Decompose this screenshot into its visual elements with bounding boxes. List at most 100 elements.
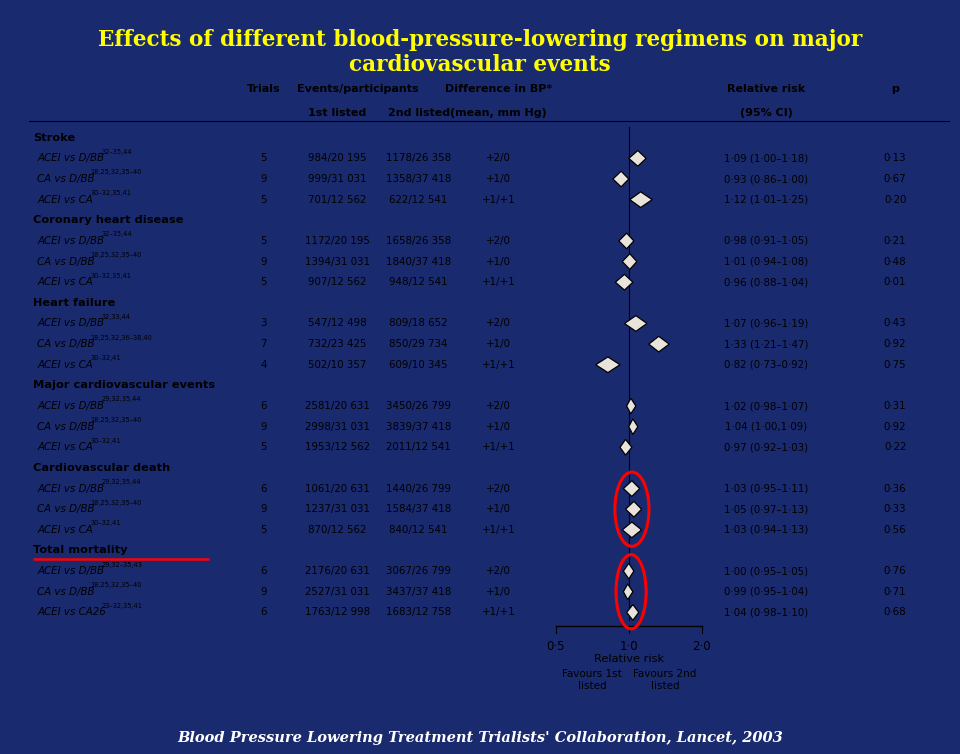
Text: 1·04 (1·00,1·09): 1·04 (1·00,1·09) (725, 421, 807, 431)
Polygon shape (630, 192, 652, 207)
Text: 1·02 (0·98–1·07): 1·02 (0·98–1·07) (724, 401, 808, 411)
Text: 9: 9 (260, 174, 267, 184)
Text: 1·0: 1·0 (619, 640, 638, 653)
Text: ACEI vs CA: ACEI vs CA (37, 443, 93, 452)
Text: (mean, mm Hg): (mean, mm Hg) (450, 109, 547, 118)
Text: 1394/31 031: 1394/31 031 (305, 256, 371, 267)
Text: CA vs D/BB: CA vs D/BB (37, 587, 95, 596)
Text: 999/31 031: 999/31 031 (308, 174, 367, 184)
Text: ACEI vs D/BB: ACEI vs D/BB (37, 401, 104, 411)
Text: 3437/37 418: 3437/37 418 (386, 587, 451, 596)
Text: 0·22: 0·22 (884, 443, 906, 452)
Text: 29,32,35,44: 29,32,35,44 (101, 397, 141, 403)
Text: 6: 6 (260, 483, 267, 494)
Text: Blood Pressure Lowering Treatment Trialists' Collaboration, Lancet, 2003: Blood Pressure Lowering Treatment Triali… (178, 731, 782, 745)
Text: 0·96 (0·88–1·04): 0·96 (0·88–1·04) (724, 277, 808, 287)
Text: 1763/12 998: 1763/12 998 (305, 608, 371, 618)
Text: Relative risk: Relative risk (593, 654, 663, 664)
Text: 6: 6 (260, 608, 267, 618)
Text: 3067/26 799: 3067/26 799 (386, 566, 451, 576)
Text: 0·33: 0·33 (884, 504, 906, 514)
Text: +1/0: +1/0 (487, 504, 512, 514)
Text: +1/0: +1/0 (487, 421, 512, 431)
Text: 1358/37 418: 1358/37 418 (386, 174, 451, 184)
Polygon shape (612, 171, 629, 187)
Text: 2176/20 631: 2176/20 631 (305, 566, 370, 576)
Text: 29,32–35,43: 29,32–35,43 (101, 562, 142, 568)
Text: 5: 5 (260, 195, 267, 204)
Text: 1683/12 758: 1683/12 758 (386, 608, 451, 618)
Text: 1658/26 358: 1658/26 358 (386, 236, 451, 246)
Text: 3839/37 418: 3839/37 418 (386, 421, 451, 431)
Polygon shape (626, 501, 641, 517)
Text: +2/0: +2/0 (487, 401, 512, 411)
Text: Stroke: Stroke (34, 133, 76, 143)
Text: 2011/12 541: 2011/12 541 (386, 443, 451, 452)
Text: 5: 5 (260, 236, 267, 246)
Polygon shape (623, 563, 634, 579)
Text: Difference in BP*: Difference in BP* (445, 84, 552, 94)
Text: ACEI vs D/BB: ACEI vs D/BB (37, 483, 104, 494)
Text: 948/12 541: 948/12 541 (390, 277, 448, 287)
Text: 30–32,41: 30–32,41 (90, 437, 121, 443)
Text: 5: 5 (260, 153, 267, 164)
Text: 18,25,32,36–38,40: 18,25,32,36–38,40 (90, 335, 153, 341)
Text: 18,25,32,35–40: 18,25,32,35–40 (90, 170, 142, 176)
Text: ACEI vs CA: ACEI vs CA (37, 277, 93, 287)
Text: 0·99 (0·95–1·04): 0·99 (0·95–1·04) (724, 587, 808, 596)
Text: 30–32,35,41: 30–32,35,41 (90, 273, 132, 278)
Text: 870/12 562: 870/12 562 (308, 525, 367, 535)
Text: +2/0: +2/0 (487, 566, 512, 576)
Text: p: p (891, 84, 900, 94)
Text: 840/12 541: 840/12 541 (390, 525, 448, 535)
Polygon shape (620, 440, 632, 455)
Text: 0·67: 0·67 (884, 174, 906, 184)
Text: ACEI vs CA: ACEI vs CA (37, 525, 93, 535)
Text: 18,25,32,35–40: 18,25,32,35–40 (90, 252, 142, 258)
Text: 0·43: 0·43 (884, 318, 906, 329)
Text: Trials: Trials (247, 84, 280, 94)
Text: 18,25,32,35–40: 18,25,32,35–40 (90, 582, 142, 588)
Text: ACEI vs D/BB: ACEI vs D/BB (37, 236, 104, 246)
Polygon shape (623, 481, 639, 496)
Text: +2/0: +2/0 (487, 236, 512, 246)
Text: 0·92: 0·92 (884, 339, 906, 349)
Polygon shape (627, 398, 636, 414)
Text: 3450/26 799: 3450/26 799 (386, 401, 451, 411)
Text: Heart failure: Heart failure (34, 298, 116, 308)
Text: 1·33 (1·21–1·47): 1·33 (1·21–1·47) (724, 339, 808, 349)
Text: 32–35,44: 32–35,44 (101, 149, 132, 155)
Text: 1st listed: 1st listed (308, 109, 367, 118)
Text: 23–32,35,41: 23–32,35,41 (101, 602, 142, 608)
Text: 1·04 (0·98–1·10): 1·04 (0·98–1·10) (724, 608, 808, 618)
Text: 0·92: 0·92 (884, 421, 906, 431)
Polygon shape (619, 233, 634, 249)
Text: +1/+1: +1/+1 (482, 277, 516, 287)
Text: CA vs D/BB: CA vs D/BB (37, 504, 95, 514)
Text: 32,33,44: 32,33,44 (101, 314, 131, 320)
Text: 1061/20 631: 1061/20 631 (305, 483, 370, 494)
Text: 1·00 (0·95–1·05): 1·00 (0·95–1·05) (724, 566, 808, 576)
Text: 4: 4 (260, 360, 267, 369)
Text: +2/0: +2/0 (487, 483, 512, 494)
Polygon shape (629, 418, 637, 434)
Text: 701/12 562: 701/12 562 (308, 195, 367, 204)
Text: +1/0: +1/0 (487, 587, 512, 596)
Text: 0·01: 0·01 (884, 277, 906, 287)
Text: +1/+1: +1/+1 (482, 608, 516, 618)
Text: 5: 5 (260, 525, 267, 535)
Text: 9: 9 (260, 256, 267, 267)
Text: +1/+1: +1/+1 (482, 443, 516, 452)
Text: 0·75: 0·75 (884, 360, 906, 369)
Text: 7: 7 (260, 339, 267, 349)
Text: Total mortality: Total mortality (34, 545, 128, 556)
Text: (95% CI): (95% CI) (739, 109, 793, 118)
Text: 0·21: 0·21 (884, 236, 906, 246)
Text: 547/12 498: 547/12 498 (308, 318, 367, 329)
Text: 5: 5 (260, 443, 267, 452)
Text: 0·97 (0·92–1·03): 0·97 (0·92–1·03) (724, 443, 808, 452)
Text: 2527/31 031: 2527/31 031 (305, 587, 370, 596)
Text: 732/23 425: 732/23 425 (308, 339, 367, 349)
Text: 30–32,41: 30–32,41 (90, 355, 121, 361)
Text: Favours 2nd
listed: Favours 2nd listed (634, 669, 697, 691)
